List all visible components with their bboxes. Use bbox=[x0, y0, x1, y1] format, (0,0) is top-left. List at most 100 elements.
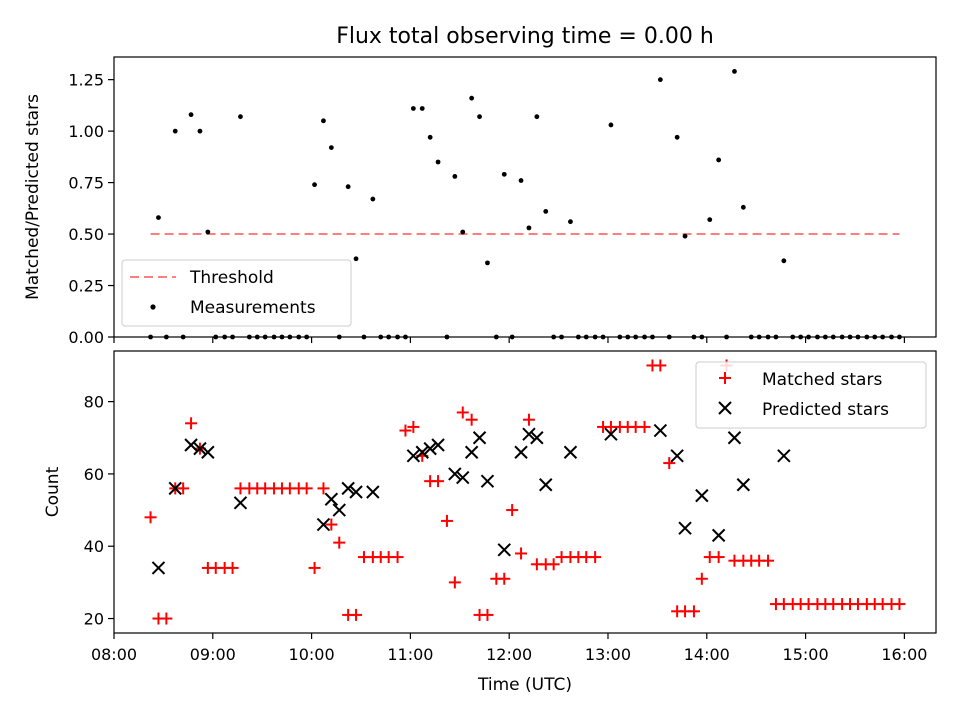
measurement-point bbox=[419, 106, 425, 111]
count-x-tick-label: 12:00 bbox=[486, 645, 532, 664]
matched-star-point bbox=[432, 475, 445, 488]
matched-star-point bbox=[654, 359, 667, 372]
predicted-star-point bbox=[151, 561, 166, 575]
predicted-star-point bbox=[456, 470, 470, 485]
matched-star-point bbox=[638, 420, 651, 433]
count-x-tick-label: 13:00 bbox=[585, 645, 631, 664]
measurement-point bbox=[460, 229, 466, 235]
predicted-star-point bbox=[653, 423, 668, 438]
predicted-stars-layer bbox=[151, 423, 791, 575]
matched-star-point bbox=[399, 424, 412, 437]
predicted-star-point bbox=[472, 431, 487, 445]
count-x-tick-label: 09:00 bbox=[190, 645, 236, 664]
measurement-point bbox=[469, 95, 475, 101]
predicted-star-point bbox=[406, 449, 421, 463]
matched-star-point bbox=[762, 554, 775, 567]
predicted-star-point bbox=[711, 528, 726, 543]
predicted-star-point bbox=[736, 478, 751, 492]
measurement-point bbox=[435, 159, 441, 165]
measurements-legend-swatch bbox=[150, 304, 156, 310]
matched-star-point bbox=[506, 504, 519, 517]
matched-star-point bbox=[695, 572, 708, 585]
matched-star-point bbox=[465, 413, 478, 426]
predicted-legend-label: Predicted stars bbox=[762, 400, 889, 420]
matched-star-point bbox=[893, 598, 906, 611]
ratio-axes-frame bbox=[113, 56, 937, 338]
predicted-star-point bbox=[316, 517, 331, 532]
measurement-point bbox=[608, 122, 614, 128]
threshold-legend-label: Threshold bbox=[189, 268, 274, 288]
predicted-star-point bbox=[349, 485, 363, 499]
measurement-point bbox=[674, 134, 680, 140]
matched-star-point bbox=[185, 417, 198, 430]
matched-star-point bbox=[712, 551, 725, 564]
matched-star-point bbox=[440, 514, 453, 527]
predicted-star-point bbox=[366, 485, 380, 499]
predicted-star-point bbox=[727, 431, 742, 445]
measurement-point bbox=[188, 112, 194, 118]
measurement-point bbox=[312, 182, 317, 188]
measurement-point bbox=[740, 204, 746, 210]
measurement-point bbox=[501, 171, 507, 177]
measurement-point bbox=[172, 128, 178, 134]
matched-star-point bbox=[391, 551, 404, 564]
ratio-panel: 0.00 0.25 0.50 0.75 1.00 1.25 Matched/Predict… bbox=[23, 56, 937, 347]
measurement-point bbox=[321, 118, 326, 124]
measurement-point bbox=[534, 114, 540, 120]
count-y-tick-label: 20 bbox=[84, 610, 104, 629]
predicted-star-point bbox=[448, 467, 462, 481]
matched-star-point bbox=[522, 413, 535, 426]
ratio-y-tick-label: 1.25 bbox=[68, 71, 104, 90]
measurement-point bbox=[568, 219, 573, 225]
measurement-point bbox=[370, 196, 376, 202]
predicted-star-point bbox=[184, 438, 198, 452]
matched-star-point bbox=[160, 612, 173, 625]
matched-star-point bbox=[481, 608, 494, 621]
measurement-point bbox=[410, 106, 416, 111]
matched-star-point bbox=[144, 511, 157, 524]
predicted-star-point bbox=[497, 543, 511, 557]
count-x-tick-label: 11:00 bbox=[387, 645, 433, 664]
predicted-star-point bbox=[431, 438, 445, 452]
matched-star-point bbox=[498, 572, 511, 585]
predicted-star-point bbox=[168, 481, 182, 496]
measurement-point bbox=[707, 217, 713, 223]
count-y-tick-label: 80 bbox=[84, 393, 104, 412]
measurement-point bbox=[526, 225, 532, 231]
predicted-star-point bbox=[341, 481, 355, 496]
count-legend: Matched stars Predicted stars bbox=[695, 361, 927, 429]
predicted-legend-swatch bbox=[718, 401, 732, 415]
measurement-point bbox=[543, 209, 549, 214]
measurement-point bbox=[682, 233, 688, 239]
count-x-tick-label: 16:00 bbox=[881, 645, 927, 664]
predicted-star-point bbox=[193, 441, 207, 456]
matched-star-point bbox=[333, 536, 346, 549]
predicted-star-point bbox=[678, 521, 692, 535]
ratio-y-axis-label: Matched/Predicted stars bbox=[23, 94, 43, 300]
count-y-tick-label: 60 bbox=[84, 465, 104, 484]
measurement-point bbox=[518, 178, 524, 183]
predicted-star-point bbox=[695, 488, 709, 503]
ratio-y-ticks: 0.00 0.25 0.50 0.75 1.00 1.25 bbox=[68, 71, 114, 347]
measurement-point bbox=[716, 157, 722, 163]
count-x-tick-label: 14:00 bbox=[684, 645, 730, 664]
measurement-point bbox=[427, 134, 433, 140]
predicted-star-point bbox=[233, 496, 248, 510]
measurement-point bbox=[328, 145, 334, 150]
matched-star-point bbox=[515, 547, 528, 560]
measurement-point bbox=[732, 69, 737, 74]
predicted-star-point bbox=[777, 449, 791, 463]
measurement-point bbox=[452, 174, 458, 179]
matched-star-point bbox=[350, 608, 363, 621]
measurement-point bbox=[238, 114, 243, 120]
ratio-x-ticks bbox=[113, 337, 905, 343]
matched-star-point bbox=[448, 576, 461, 589]
matched-star-point bbox=[300, 482, 313, 495]
predicted-star-point bbox=[464, 445, 479, 459]
measurement-point bbox=[485, 260, 490, 266]
matched-star-point bbox=[687, 605, 700, 618]
matched-legend-label: Matched stars bbox=[762, 370, 882, 390]
matched-legend-swatch bbox=[719, 372, 731, 384]
ratio-y-tick-label: 0.50 bbox=[68, 225, 104, 244]
